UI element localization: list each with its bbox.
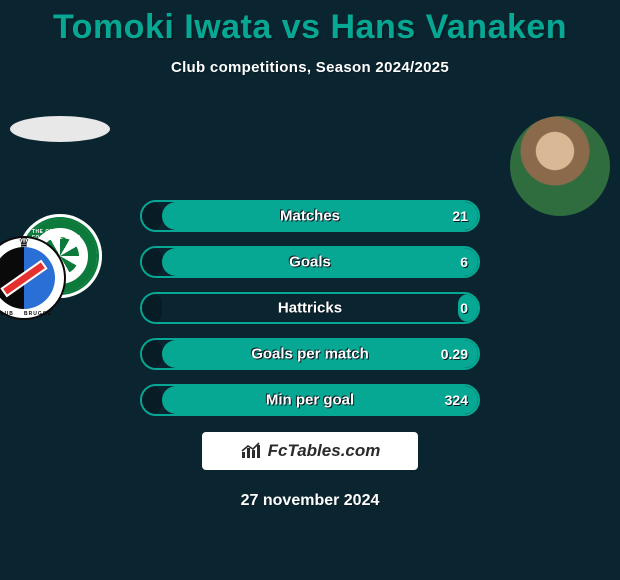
subtitle: Club competitions, Season 2024/2025 [0,59,620,76]
left-fill [142,386,162,414]
stat-row: 0.29Goals per match [140,338,480,370]
left-fill [142,340,162,368]
stat-row: 6Goals [140,246,480,278]
left-fill [142,202,162,230]
stat-row: 0Hattricks [140,292,480,324]
stat-right-value: 6 [460,254,468,270]
right-fill [162,340,478,368]
left-player-photo [10,116,110,142]
watermark: FcTables.com [202,432,418,470]
watermark-label: FcTables.com [268,441,381,461]
stat-right-value: 0.29 [441,346,468,362]
comparison-stage: THE CELTIC FOOTBALL CLUB 1888 ♛ CLUB BRU… [0,116,620,416]
stat-right-value: 324 [445,392,468,408]
stat-right-value: 0 [460,300,468,316]
left-fill [142,248,162,276]
chart-icon [240,442,262,460]
stat-bars: 21Matches 6Goals 0Hattricks 0.29Goals per m… [140,200,480,416]
page-title: Tomoki Iwata vs Hans Vanaken [0,0,620,47]
right-fill [162,202,478,230]
date-label: 27 november 2024 [0,492,620,510]
right-fill [162,386,478,414]
stat-row: 21Matches [140,200,480,232]
right-fill [162,248,478,276]
stat-row: 324Min per goal [140,384,480,416]
brugge-badge-text-left: CLUB [0,311,14,317]
stat-label: Hattricks [142,300,478,317]
right-player-photo [510,116,610,216]
left-fill [142,294,162,322]
brugge-badge-text-right: BRUGGE [24,311,52,317]
stat-right-value: 21 [452,208,468,224]
